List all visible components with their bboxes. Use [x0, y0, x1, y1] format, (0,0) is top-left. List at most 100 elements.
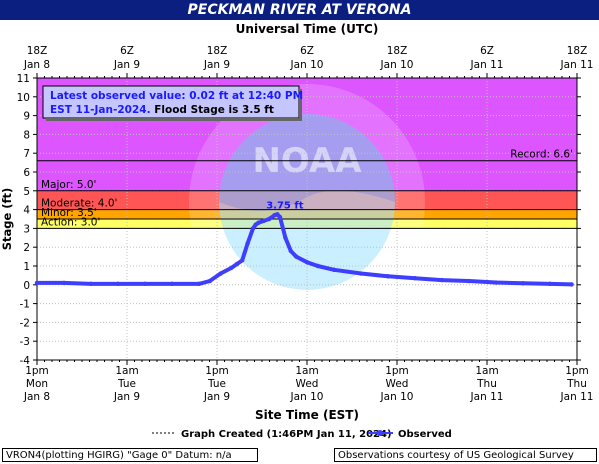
flood-label-3: Major: 5.0' [41, 179, 96, 191]
bottom-tick-day: Tue [117, 378, 136, 390]
y-tick-label: 10 [17, 92, 30, 104]
legend-observed-marker [377, 430, 383, 436]
flood-label-2: Moderate: 4.0' [41, 198, 117, 210]
observed-point [294, 254, 299, 259]
top-tick-label: 18Z [207, 45, 228, 57]
y-axis-title: Stage (ft) [0, 188, 14, 251]
bottom-tick-day: Thu [476, 378, 497, 390]
observed-point [256, 220, 261, 225]
observed-point [207, 278, 212, 284]
observed-point [88, 281, 94, 287]
observed-point [267, 216, 272, 222]
observed-point [240, 258, 245, 263]
observed-point [358, 271, 364, 276]
observed-series-line [35, 212, 574, 287]
legend-created-label: Graph Created (1:46PM Jan 11, 2024) [181, 429, 392, 440]
bottom-tick-time: 1am [115, 365, 138, 377]
observed-point [169, 281, 175, 287]
observed-point [466, 278, 472, 284]
observed-point [218, 271, 223, 276]
observed-point [275, 212, 280, 217]
bottom-tick-time: 1pm [385, 365, 409, 377]
top-tick-date: Jan 8 [23, 59, 50, 71]
y-tick-label: 2 [23, 242, 30, 254]
observed-point [250, 226, 256, 231]
bottom-tick-day: Wed [296, 378, 319, 390]
bottom-tick-date: Jan 8 [23, 391, 50, 403]
top-tick-date: Jan 10 [380, 59, 414, 71]
y-tick-label: 8 [23, 129, 30, 141]
y-tick-label: 1 [23, 261, 30, 273]
top-tick-label: 18Z [567, 45, 588, 57]
top-tick-label: 6Z [480, 45, 494, 57]
observed-point [245, 241, 250, 246]
observed-point [304, 260, 310, 265]
bottom-tick-day: Wed [386, 378, 409, 390]
peak-label: 3.75 ft [266, 200, 304, 211]
y-tick-label: 9 [23, 111, 30, 123]
bottom-tick-day: Tue [207, 378, 226, 390]
latest-value-date: EST 11-Jan-2024. [50, 104, 154, 116]
bottom-tick-time: 1am [295, 365, 318, 377]
bottom-tick-time: 1am [475, 365, 498, 377]
observed-point [288, 248, 293, 254]
bottom-tick-time: 1pm [25, 365, 49, 377]
bottom-tick-date: Jan 10 [290, 391, 324, 403]
observed-point [439, 277, 445, 283]
observed-point [277, 214, 283, 220]
observed-point [61, 280, 67, 286]
flood-label-1: Minor: 3.5' [41, 207, 97, 219]
top-axis-title: Universal Time (UTC) [236, 22, 379, 36]
top-tick-label: 6Z [300, 45, 314, 57]
bottom-tick-time: 1pm [565, 365, 589, 377]
y-tick-label: 6 [23, 167, 30, 179]
y-tick-label: -1 [20, 299, 30, 311]
bottom-tick-date: Jan 10 [380, 391, 414, 403]
chart-title: PECKMAN RIVER AT VERONA [0, 0, 599, 20]
top-tick-date: Jan 11 [560, 59, 594, 71]
y-tick-label: -3 [20, 336, 30, 348]
top-tick-date: Jan 10 [290, 59, 324, 71]
bottom-axis-title: Site Time (EST) [255, 408, 359, 422]
bottom-tick-date: Jan 9 [203, 391, 230, 403]
y-tick-label: 11 [17, 73, 30, 85]
y-tick-label: 0 [23, 280, 30, 292]
y-tick-label: -2 [20, 317, 30, 329]
latest-value-box-shadow [299, 89, 302, 121]
top-tick-label: 18Z [387, 45, 408, 57]
y-tick-label: 7 [23, 148, 30, 160]
latest-value-box [42, 85, 300, 119]
observed-point [412, 276, 418, 281]
bottom-tick-day: Mon [26, 378, 48, 390]
top-tick-label: 18Z [27, 45, 48, 57]
bottom-tick-date: Jan 11 [560, 391, 594, 403]
observed-point [234, 261, 239, 267]
observed-point [520, 281, 526, 286]
observed-point [385, 274, 391, 279]
observed-point [283, 235, 288, 240]
flood-stage-note: Flood Stage is 3.5 ft [154, 104, 274, 116]
latest-value-box-shadow-bottom [46, 118, 302, 121]
observed-point [115, 281, 121, 287]
record-label: Record: 6.6' [510, 149, 573, 161]
top-tick-date: Jan 11 [470, 59, 504, 71]
y-tick-label: 3 [23, 223, 30, 235]
bottom-tick-date: Jan 9 [113, 391, 140, 403]
observed-point [331, 267, 337, 272]
observed-point [261, 218, 266, 224]
bottom-tick-day: Thu [566, 378, 587, 390]
latest-value-line1: Latest observed value: 0.02 ft at 12:40 … [50, 90, 303, 102]
datum-note: VRON4(plotting HGIRG) "Gage 0" Datum: n/… [2, 448, 258, 462]
data-source-note: Observations courtesy of US Geological S… [334, 448, 597, 462]
top-tick-label: 6Z [120, 45, 134, 57]
latest-value-line2: EST 11-Jan-2024. Flood Stage is 3.5 ft [50, 104, 274, 116]
observed-point [315, 263, 320, 269]
observed-point [196, 281, 202, 287]
bottom-tick-time: 1pm [205, 365, 229, 377]
y-tick-label: 4 [23, 205, 30, 217]
observed-point [142, 281, 148, 287]
observed-point [493, 280, 499, 285]
observed-point [34, 280, 40, 286]
legend-observed-label: Observed [398, 429, 452, 440]
